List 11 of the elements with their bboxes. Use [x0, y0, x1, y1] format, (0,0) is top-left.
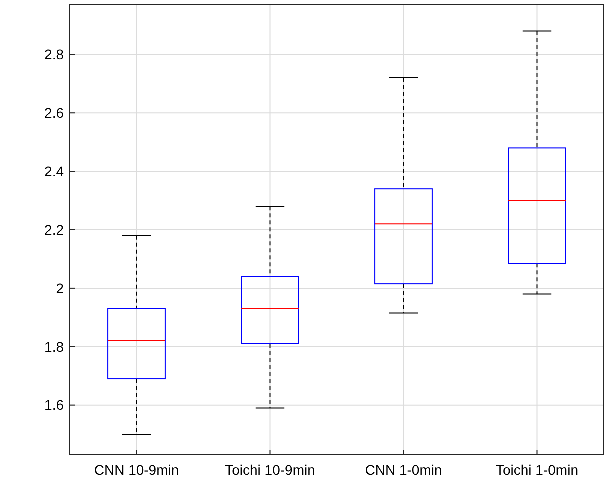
y-tick-label: 2.2: [44, 222, 64, 238]
y-tick-label: 2.6: [44, 105, 64, 122]
y-tick-label: 2.4: [44, 163, 64, 180]
x-tick-label: Toichi 1-0min: [496, 462, 578, 478]
x-tick-label: Toichi 10-9min: [225, 462, 316, 478]
y-tick-label: 1.8: [44, 338, 64, 355]
y-tick-label: 2: [56, 280, 64, 296]
x-tick-label: CNN 1-0min: [365, 462, 442, 478]
x-tick-label: CNN 10-9min: [94, 462, 180, 478]
y-tick-label: 2.8: [44, 46, 64, 63]
y-tick-label: 1.6: [44, 397, 64, 414]
